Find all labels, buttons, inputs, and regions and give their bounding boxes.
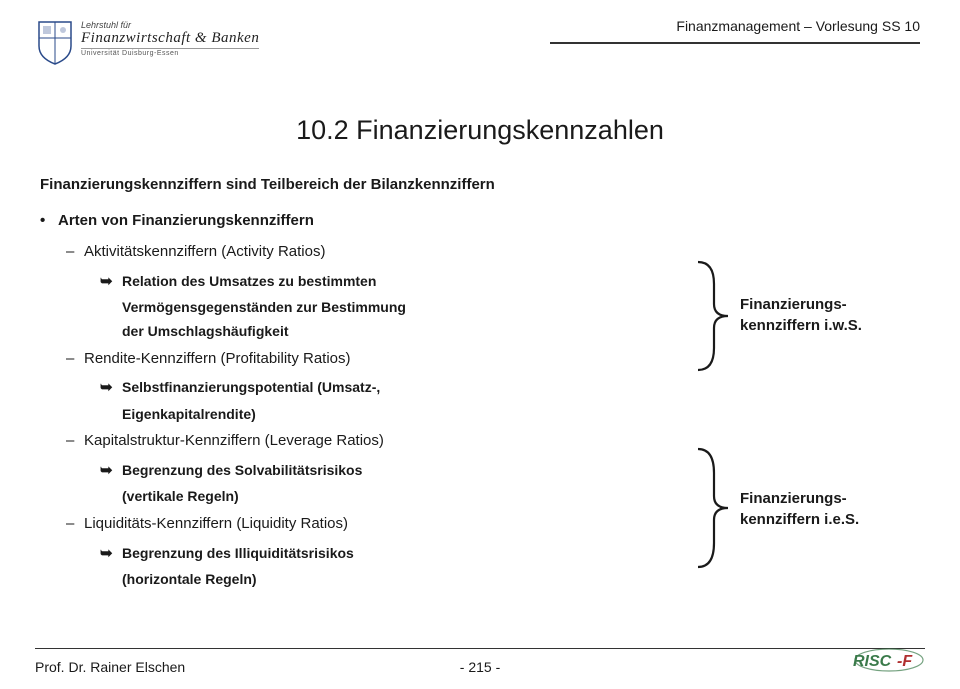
slide-content: Finanzierungskennziffern sind Teilbereic… bbox=[40, 172, 700, 594]
bullet-level3-cont: Vermögensgegenständen zur Bestimmung bbox=[122, 296, 700, 320]
i1a-text: Relation des Umsatzes zu bestimmten bbox=[122, 273, 376, 289]
logo-line2: Finanzwirtschaft & Banken bbox=[81, 30, 259, 47]
bullet-level1: •Arten von Finanzierungskennziffern bbox=[40, 208, 700, 234]
i2a-text: Selbstfinanzierungspotential (Umsatz-, bbox=[122, 379, 380, 395]
header-underline bbox=[550, 42, 920, 44]
i2-text: Rendite-Kennziffern (Profitability Ratio… bbox=[84, 350, 351, 367]
footer-logo: RISC -F bbox=[853, 648, 925, 679]
i1-text: Aktivitätskennziffern (Activity Ratios) bbox=[84, 243, 325, 260]
i3a-text: Begrenzung des Solvabilitätsrisikos bbox=[122, 462, 362, 478]
bullet-level3-cont: (horizontale Regeln) bbox=[122, 568, 700, 592]
bullet-level2: –Liquiditäts-Kennziffern (Liquidity Rati… bbox=[66, 511, 700, 537]
logo-line1: Lehrstuhl für bbox=[81, 20, 259, 30]
bullet-level3-cont: Eigenkapitalrendite) bbox=[122, 403, 700, 427]
bullet-level2: –Aktivitätskennziffern (Activity Ratios) bbox=[66, 239, 700, 265]
shield-icon bbox=[35, 18, 75, 66]
logo-line3: Universität Duisburg-Essen bbox=[81, 48, 259, 57]
b1-text: Arten von Finanzierungskennziffern bbox=[58, 212, 314, 229]
brace-label-1: Finanzierungs- kennziffern i.w.S. bbox=[740, 294, 862, 336]
footer-line bbox=[35, 648, 925, 650]
l2b: kennziffern i.e.S. bbox=[740, 511, 859, 528]
l1a: Finanzierungs- bbox=[740, 296, 847, 313]
i4-text: Liquiditäts-Kennziffern (Liquidity Ratio… bbox=[84, 515, 348, 532]
slide-title: 10.2 Finanzierungskennzahlen bbox=[0, 115, 960, 146]
brace-label-2: Finanzierungs- kennziffern i.e.S. bbox=[740, 488, 859, 530]
logo-text: Lehrstuhl für Finanzwirtschaft & Banken … bbox=[81, 20, 259, 57]
bullet-level3-cont: der Umschlagshäufigkeit bbox=[122, 320, 700, 344]
l1b: kennziffern i.w.S. bbox=[740, 317, 862, 334]
bullet-level2: –Kapitalstruktur-Kennziffern (Leverage R… bbox=[66, 428, 700, 454]
brace-icon bbox=[688, 445, 736, 571]
header-course-title: Finanzmanagement – Vorlesung SS 10 bbox=[676, 18, 920, 34]
brace-icon bbox=[688, 258, 736, 374]
bullet-level2: –Rendite-Kennziffern (Profitability Rati… bbox=[66, 346, 700, 372]
i4a-text: Begrenzung des Illiquiditätsrisikos bbox=[122, 545, 354, 561]
bullet-level3: ➥Begrenzung des Illiquiditätsrisikos bbox=[100, 541, 700, 567]
bullet-level3: ➥Relation des Umsatzes zu bestimmten bbox=[100, 269, 700, 295]
svg-text:-F: -F bbox=[897, 653, 913, 670]
bullet-level3: ➥Begrenzung des Solvabilitätsrisikos bbox=[100, 458, 700, 484]
institution-logo: Lehrstuhl für Finanzwirtschaft & Banken … bbox=[35, 18, 259, 66]
footer-page-number: - 215 - bbox=[0, 659, 960, 675]
risc-f-logo-icon: RISC -F bbox=[853, 648, 925, 674]
intro-text: Finanzierungskennziffern sind Teilbereic… bbox=[40, 172, 700, 198]
bullet-level3-cont: (vertikale Regeln) bbox=[122, 485, 700, 509]
l2a: Finanzierungs- bbox=[740, 490, 847, 507]
i3-text: Kapitalstruktur-Kennziffern (Leverage Ra… bbox=[84, 432, 384, 449]
bullet-level3: ➥Selbstfinanzierungspotential (Umsatz-, bbox=[100, 375, 700, 401]
